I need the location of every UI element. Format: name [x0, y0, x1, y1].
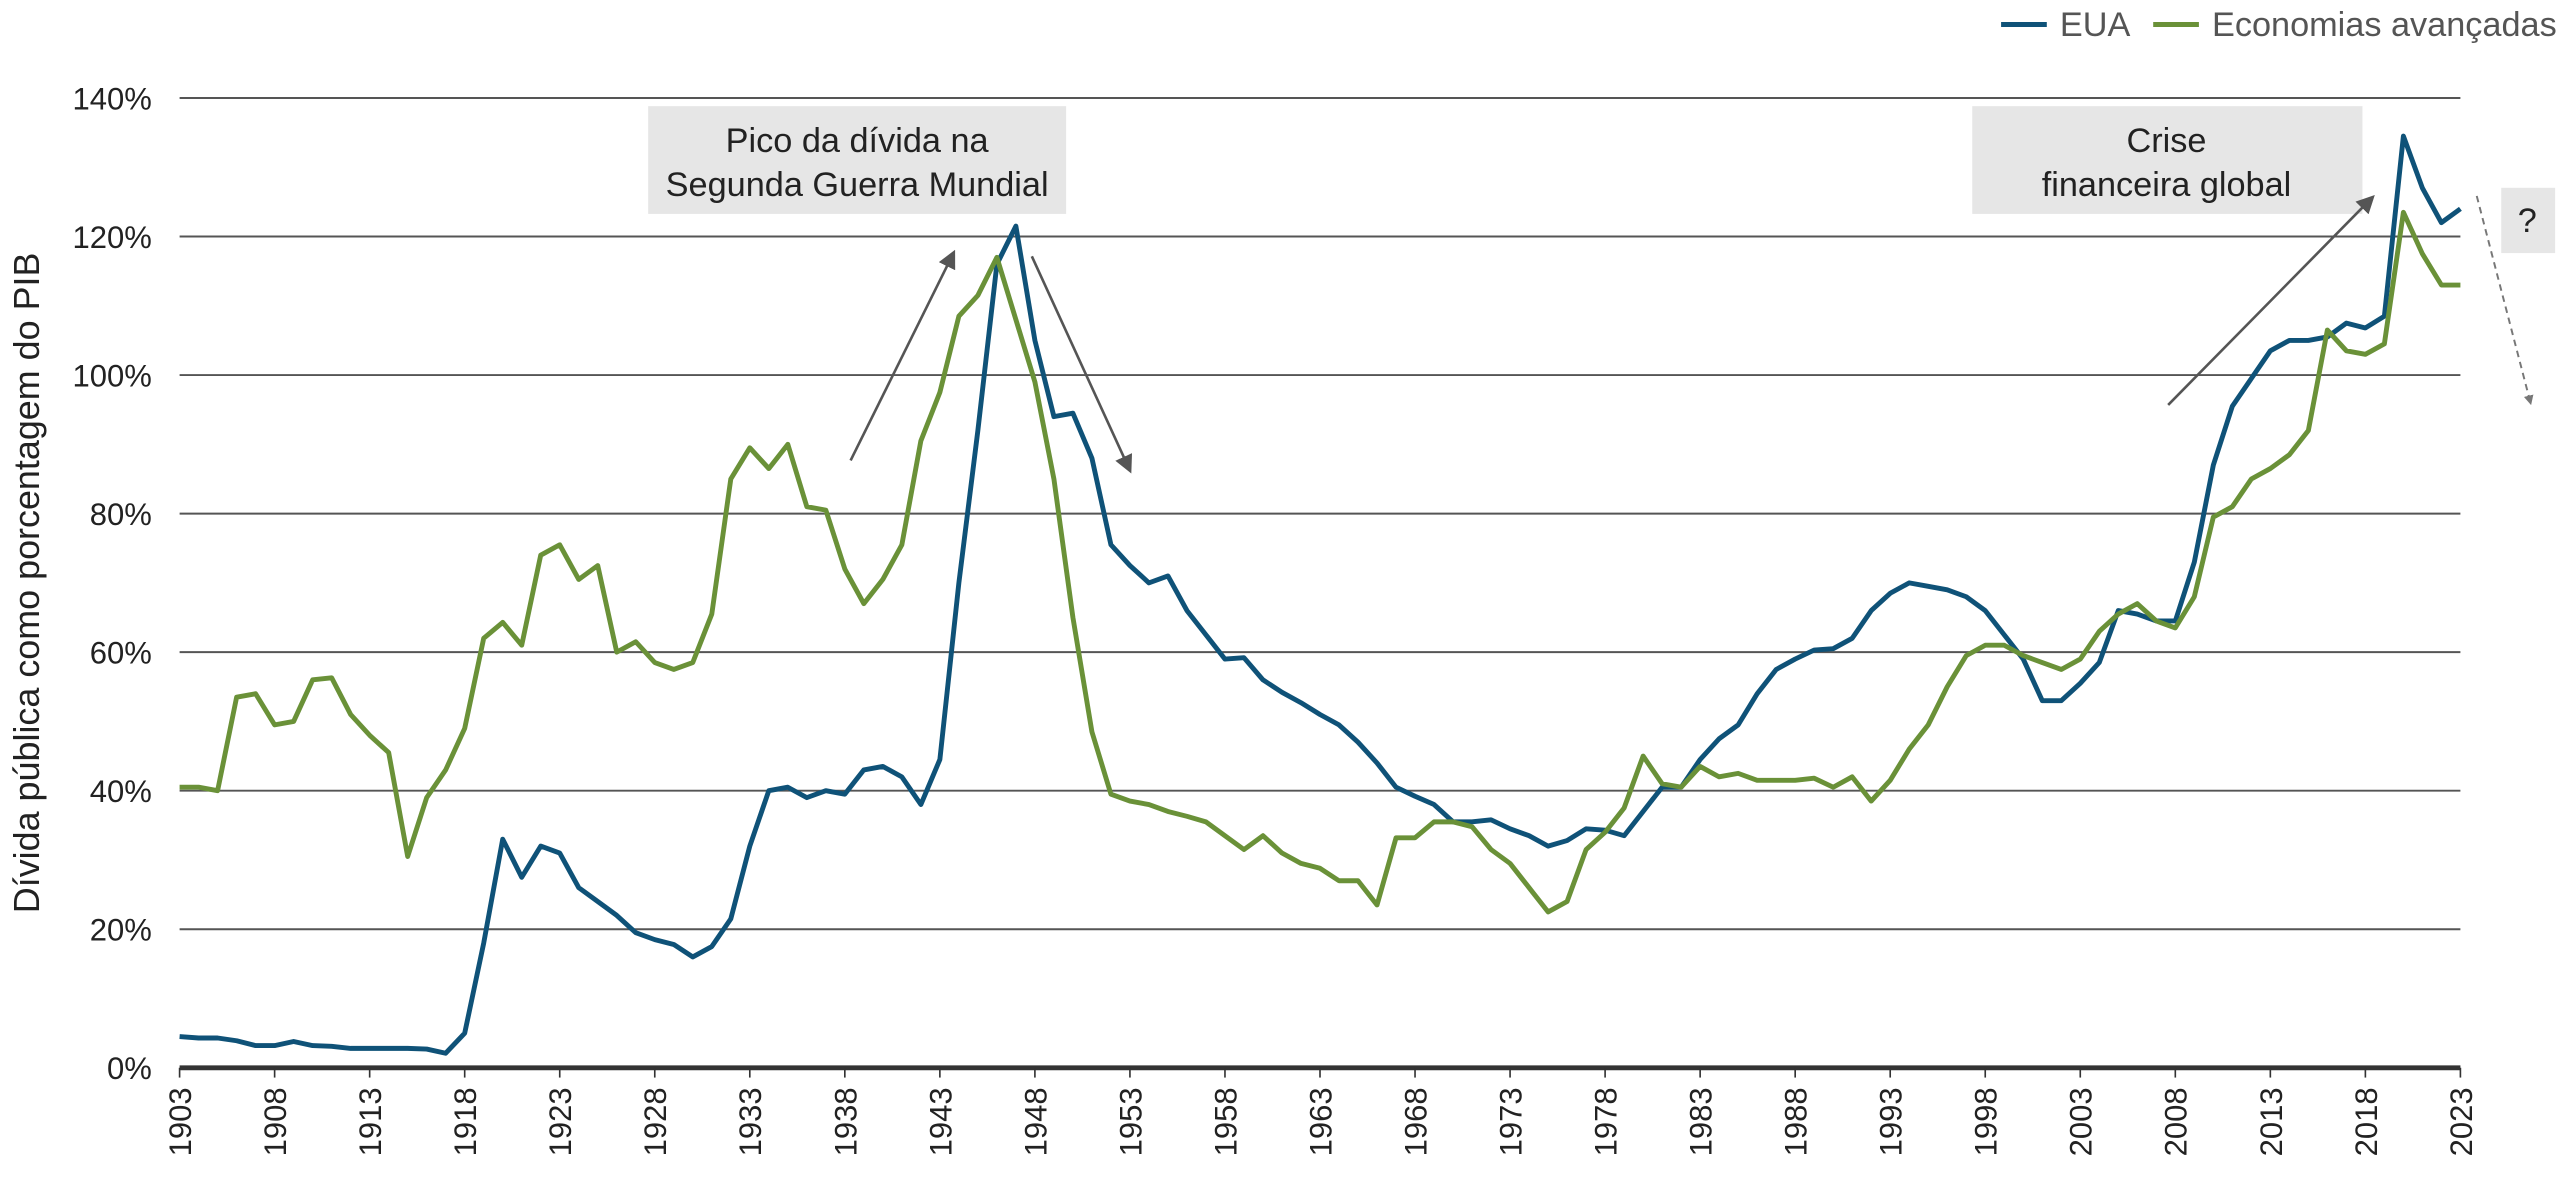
x-tick-label: 1908	[258, 1087, 293, 1156]
x-tick-label: 1918	[448, 1087, 483, 1156]
y-tick-label: 80%	[90, 497, 152, 532]
annotation-text: financeira global	[2042, 166, 2292, 204]
x-tick-label: 2018	[2349, 1087, 2384, 1156]
x-tick-label: 2008	[2159, 1087, 2194, 1156]
x-tick-label: 1998	[1969, 1087, 2004, 1156]
legend-label: Economias avançadas	[2212, 6, 2557, 44]
x-tick-label: 1973	[1493, 1087, 1528, 1156]
x-tick-label: 2013	[2254, 1087, 2289, 1156]
grid: 0% 20% 40% 60% 80% 100% 120% 140% 1903 1908 1913 19…	[73, 81, 2479, 1156]
x-tick-label: 2023	[2444, 1087, 2479, 1156]
x-tick-label: 1968	[1398, 1087, 1433, 1156]
annotation-box	[1972, 106, 2363, 214]
y-tick-label: 60%	[90, 636, 152, 671]
x-tick-label: 1923	[543, 1087, 578, 1156]
x-tick-label: 1943	[923, 1087, 958, 1156]
x-tick-label: 1988	[1779, 1087, 1814, 1156]
y-tick-label: 100%	[73, 358, 152, 393]
x-tick-label: 1993	[1874, 1087, 1909, 1156]
arrow	[2475, 195, 2534, 406]
y-tick-label: 140%	[73, 81, 152, 116]
x-tick-label: 1933	[733, 1087, 768, 1156]
legend: Economias avançadas EUA	[2001, 6, 2557, 44]
annotation-text: ?	[2518, 202, 2537, 240]
series-line	[179, 209, 2461, 915]
y-tick-label: 120%	[73, 220, 152, 255]
annotation-text: Crise	[2127, 122, 2207, 160]
x-tick-label: 1903	[163, 1087, 198, 1156]
annotation-text: Segunda Guerra Mundial	[666, 166, 1049, 204]
x-tick-label: 2003	[2064, 1087, 2099, 1156]
x-tick-label: 1953	[1113, 1087, 1148, 1156]
legend-label: EUA	[2060, 6, 2131, 44]
series-line	[179, 133, 2462, 1056]
arrow	[1030, 255, 1133, 474]
y-tick-label: 0%	[107, 1051, 152, 1086]
arrow	[2167, 194, 2375, 406]
y-tick-label: 40%	[90, 774, 152, 809]
x-tick-label: 1963	[1303, 1087, 1338, 1156]
annotations: Pico da dívida na Segunda Guerra Mundial…	[648, 106, 2556, 474]
y-axis-title: Dívida pública como porcentagem do PIB	[6, 253, 47, 914]
x-tick-label: 1983	[1684, 1087, 1719, 1156]
x-tick-label: 1958	[1208, 1087, 1243, 1156]
y-tick-label: 20%	[90, 913, 152, 948]
annotation-box	[648, 106, 1067, 214]
plot	[179, 133, 2462, 1056]
x-tick-label: 1938	[828, 1087, 863, 1156]
annotation-text: Pico da dívida na	[726, 122, 990, 160]
x-tick-label: 1913	[353, 1087, 388, 1156]
x-tick-label: 1978	[1589, 1087, 1624, 1156]
x-tick-label: 1948	[1018, 1087, 1053, 1156]
arrow	[849, 249, 956, 462]
x-tick-label: 1928	[638, 1087, 673, 1156]
annotation-box	[2501, 187, 2556, 254]
